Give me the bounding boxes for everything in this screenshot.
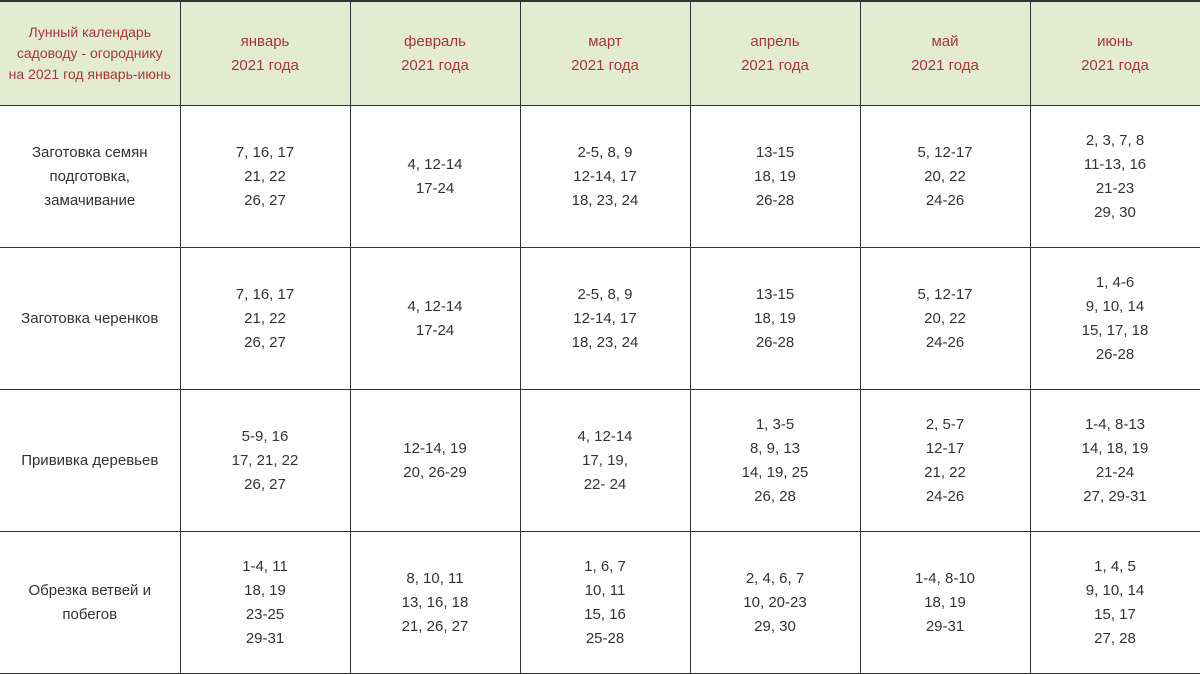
row-label: Обрезка ветвей и побегов <box>0 532 180 674</box>
month-header-5: июнь2021 года <box>1030 1 1200 106</box>
cell: 2, 5-712-1721, 2224-26 <box>860 390 1030 532</box>
cell: 5, 12-1720, 2224-26 <box>860 248 1030 390</box>
cell: 1, 4, 59, 10, 1415, 1727, 28 <box>1030 532 1200 674</box>
cell: 5, 12-1720, 2224-26 <box>860 106 1030 248</box>
cell: 1, 4-69, 10, 1415, 17, 1826-28 <box>1030 248 1200 390</box>
cell: 2-5, 8, 912-14, 1718, 23, 24 <box>520 106 690 248</box>
month-header-4: май2021 года <box>860 1 1030 106</box>
month-header-3: апрель2021 года <box>690 1 860 106</box>
cell: 2-5, 8, 912-14, 1718, 23, 24 <box>520 248 690 390</box>
cell: 1-4, 8-1314, 18, 1921-2427, 29-31 <box>1030 390 1200 532</box>
month-header-2: март2021 года <box>520 1 690 106</box>
cell: 5-9, 1617, 21, 2226, 27 <box>180 390 350 532</box>
table-row: Прививка деревьев 5-9, 1617, 21, 2226, 2… <box>0 390 1200 532</box>
table-row: Заготовка черенков 7, 16, 1721, 2226, 27… <box>0 248 1200 390</box>
table-body: Заготовка семян подготовка, замачивание … <box>0 106 1200 674</box>
row-label: Прививка деревьев <box>0 390 180 532</box>
table-row: Обрезка ветвей и побегов 1-4, 1118, 1923… <box>0 532 1200 674</box>
cell: 4, 12-1417, 19,22- 24 <box>520 390 690 532</box>
month-header-1: февраль2021 года <box>350 1 520 106</box>
cell: 13-1518, 1926-28 <box>690 106 860 248</box>
cell: 12-14, 1920, 26-29 <box>350 390 520 532</box>
cell: 1-4, 8-1018, 1929-31 <box>860 532 1030 674</box>
cell: 2, 4, 6, 710, 20-2329, 30 <box>690 532 860 674</box>
cell: 4, 12-1417-24 <box>350 106 520 248</box>
cell: 4, 12-1417-24 <box>350 248 520 390</box>
cell: 1, 6, 710, 1115, 1625-28 <box>520 532 690 674</box>
header-title: Лунный календарь садоводу - огороднику н… <box>0 1 180 106</box>
cell: 7, 16, 1721, 2226, 27 <box>180 248 350 390</box>
cell: 2, 3, 7, 811-13, 1621-2329, 30 <box>1030 106 1200 248</box>
lunar-calendar-table: Лунный календарь садоводу - огороднику н… <box>0 0 1200 674</box>
table-row: Заготовка семян подготовка, замачивание … <box>0 106 1200 248</box>
row-label: Заготовка семян подготовка, замачивание <box>0 106 180 248</box>
header-row: Лунный календарь садоводу - огороднику н… <box>0 1 1200 106</box>
cell: 7, 16, 1721, 2226, 27 <box>180 106 350 248</box>
cell: 8, 10, 1113, 16, 1821, 26, 27 <box>350 532 520 674</box>
cell: 13-1518, 1926-28 <box>690 248 860 390</box>
month-header-0: январь2021 года <box>180 1 350 106</box>
cell: 1, 3-58, 9, 1314, 19, 2526, 28 <box>690 390 860 532</box>
cell: 1-4, 1118, 1923-2529-31 <box>180 532 350 674</box>
row-label: Заготовка черенков <box>0 248 180 390</box>
